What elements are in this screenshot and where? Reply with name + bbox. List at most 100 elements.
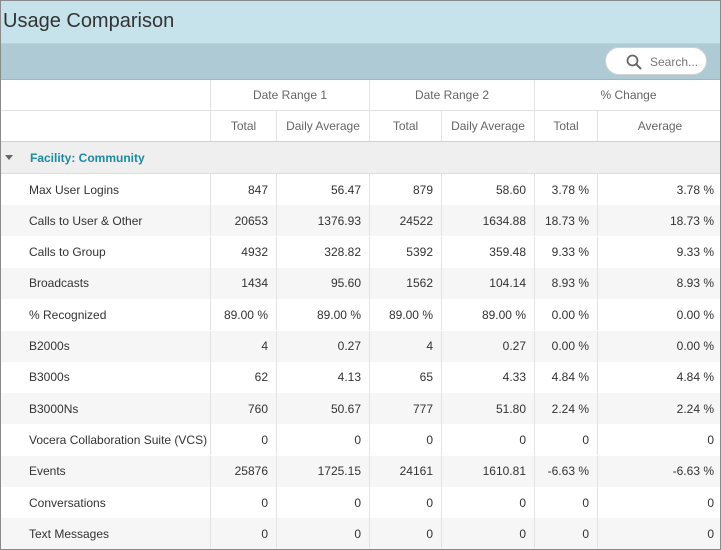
cell-total-change: 18.73 % — [534, 205, 597, 237]
row-label: Max User Logins — [29, 182, 120, 197]
table-row[interactable]: % Recognized 89.00 % 89.00 % 89.00 % 89.00 %… — [1, 299, 720, 331]
cell-total-1: 1434 — [210, 267, 276, 299]
table-row[interactable]: B3000s 62 4.13 65 4.33 4.84 % 4.84 % — [1, 361, 720, 393]
cell-average-change: 0 — [597, 424, 720, 456]
row-label: Calls to User & Other — [29, 213, 143, 228]
header-average-change[interactable]: Average — [597, 111, 720, 141]
cell-daily-average-2: 0.27 — [441, 330, 534, 362]
table-sub-header-row: Total Daily Average Total Daily Average … — [1, 111, 720, 142]
cell-total-1: 89.00 % — [210, 299, 276, 331]
cell-daily-average-1: 0 — [276, 424, 369, 456]
cell-daily-average-2: 0 — [441, 424, 534, 456]
cell-daily-average-1: 0.27 — [276, 330, 369, 362]
cell-total-1: 4 — [210, 330, 276, 362]
cell-daily-average-2: 0 — [441, 487, 534, 518]
cell-daily-average-2: 51.80 — [441, 393, 534, 425]
cell-total-1: 4932 — [210, 236, 276, 268]
cell-total-1: 0 — [210, 518, 276, 549]
cell-total-2: 4 — [369, 330, 441, 362]
cell-total-1: 25876 — [210, 455, 276, 487]
cell-total-2: 0 — [369, 487, 441, 518]
table-row[interactable]: Conversations 0 0 0 0 0 0 — [1, 487, 720, 518]
table-row[interactable]: B3000Ns 760 50.67 777 51.80 2.24 % 2.24 % — [1, 393, 720, 425]
cell-daily-average-1: 50.67 — [276, 393, 369, 425]
header-date-range-2[interactable]: Date Range 2 — [369, 80, 534, 110]
cell-total-2: 89.00 % — [369, 299, 441, 331]
header-total-change[interactable]: Total — [534, 111, 597, 141]
table-row[interactable]: Events 25876 1725.15 24161 1610.81 -6.63 % -6.… — [1, 455, 720, 487]
cell-total-1: 62 — [210, 361, 276, 393]
cell-daily-average-1: 4.13 — [276, 361, 369, 393]
cell-total-1: 847 — [210, 174, 276, 205]
cell-total-2: 5392 — [369, 236, 441, 268]
row-label: Events — [29, 464, 66, 479]
cell-daily-average-1: 0 — [276, 487, 369, 518]
cell-average-change: 9.33 % — [597, 236, 720, 268]
cell-total-change: 4.84 % — [534, 361, 597, 393]
table-row[interactable]: Broadcasts 1434 95.60 1562 104.14 8.93 % 8.93 … — [1, 267, 720, 299]
cell-total-change: -6.63 % — [534, 455, 597, 487]
cell-daily-average-1: 56.47 — [276, 174, 369, 205]
group-row-facility[interactable]: Facility: Community — [1, 142, 720, 174]
cell-total-1: 0 — [210, 487, 276, 518]
cell-daily-average-2: 0 — [441, 518, 534, 549]
cell-average-change: 0.00 % — [597, 299, 720, 331]
cell-daily-average-1: 0 — [276, 518, 369, 549]
cell-average-change: 4.84 % — [597, 361, 720, 393]
table-row[interactable]: Max User Logins 847 56.47 879 58.60 3.78 % 3.7… — [1, 174, 720, 205]
row-label: B3000Ns — [29, 401, 79, 416]
header-daily-average-1[interactable]: Daily Average — [276, 111, 369, 141]
cell-total-2: 24522 — [369, 205, 441, 237]
cell-total-change: 3.78 % — [534, 174, 597, 205]
cell-daily-average-2: 359.48 — [441, 236, 534, 268]
search-placeholder[interactable]: Search... — [650, 55, 699, 69]
header-percent-change[interactable]: % Change — [534, 80, 720, 110]
table-row[interactable]: Calls to Group 4932 328.82 5392 359.48 9.33 %… — [1, 236, 720, 268]
header-date-range-1[interactable]: Date Range 1 — [210, 80, 369, 110]
row-label: % Recognized — [29, 307, 107, 322]
cell-total-change: 0.00 % — [534, 330, 597, 362]
header-total-1[interactable]: Total — [210, 111, 276, 141]
cell-daily-average-1: 1376.93 — [276, 205, 369, 237]
cell-average-change: 0 — [597, 518, 720, 549]
table-row[interactable]: Calls to User & Other 20653 1376.93 24522 16… — [1, 205, 720, 237]
cell-total-1: 760 — [210, 393, 276, 425]
cell-average-change: 18.73 % — [597, 205, 720, 237]
title-bar: Usage Comparison — [1, 1, 720, 44]
cell-total-2: 0 — [369, 518, 441, 549]
row-label: B2000s — [29, 339, 70, 353]
cell-total-2: 24161 — [369, 455, 441, 487]
row-label: Conversations — [29, 495, 106, 510]
table-group-header-row: Date Range 1 Date Range 2 % Change — [1, 80, 720, 111]
cell-total-change: 0 — [534, 424, 597, 456]
caret-down-icon[interactable] — [5, 155, 13, 160]
cell-daily-average-1: 1725.15 — [276, 455, 369, 487]
table-row[interactable]: B2000s 4 0.27 4 0.27 0.00 % 0.00 % — [1, 330, 720, 362]
table-row[interactable]: Vocera Collaboration Suite (VCS) 0 0 0 0 0 0 — [1, 424, 720, 456]
search-icon — [626, 54, 642, 70]
cell-average-change: 0 — [597, 487, 720, 518]
cell-total-change: 2.24 % — [534, 393, 597, 425]
cell-daily-average-2: 58.60 — [441, 174, 534, 205]
header-total-2[interactable]: Total — [369, 111, 441, 141]
cell-daily-average-1: 89.00 % — [276, 299, 369, 331]
row-label: Text Messages — [29, 526, 110, 541]
cell-total-2: 879 — [369, 174, 441, 205]
cell-total-change: 8.93 % — [534, 267, 597, 299]
cell-daily-average-2: 1610.81 — [441, 455, 534, 487]
header-daily-average-2[interactable]: Daily Average — [441, 111, 534, 141]
cell-total-change: 0 — [534, 518, 597, 549]
cell-average-change: 8.93 % — [597, 267, 720, 299]
row-label: Vocera Collaboration Suite (VCS) — [29, 432, 208, 447]
row-label: Broadcasts — [29, 276, 90, 291]
cell-total-2: 1562 — [369, 267, 441, 299]
cell-average-change: 2.24 % — [597, 393, 720, 425]
cell-daily-average-2: 89.00 % — [441, 299, 534, 331]
table-row[interactable]: Text Messages 0 0 0 0 0 0 — [1, 518, 720, 549]
cell-total-1: 0 — [210, 424, 276, 456]
search-box[interactable]: Search... — [605, 47, 707, 75]
cell-daily-average-1: 328.82 — [276, 236, 369, 268]
cell-total-2: 0 — [369, 424, 441, 456]
cell-total-change: 0 — [534, 487, 597, 518]
